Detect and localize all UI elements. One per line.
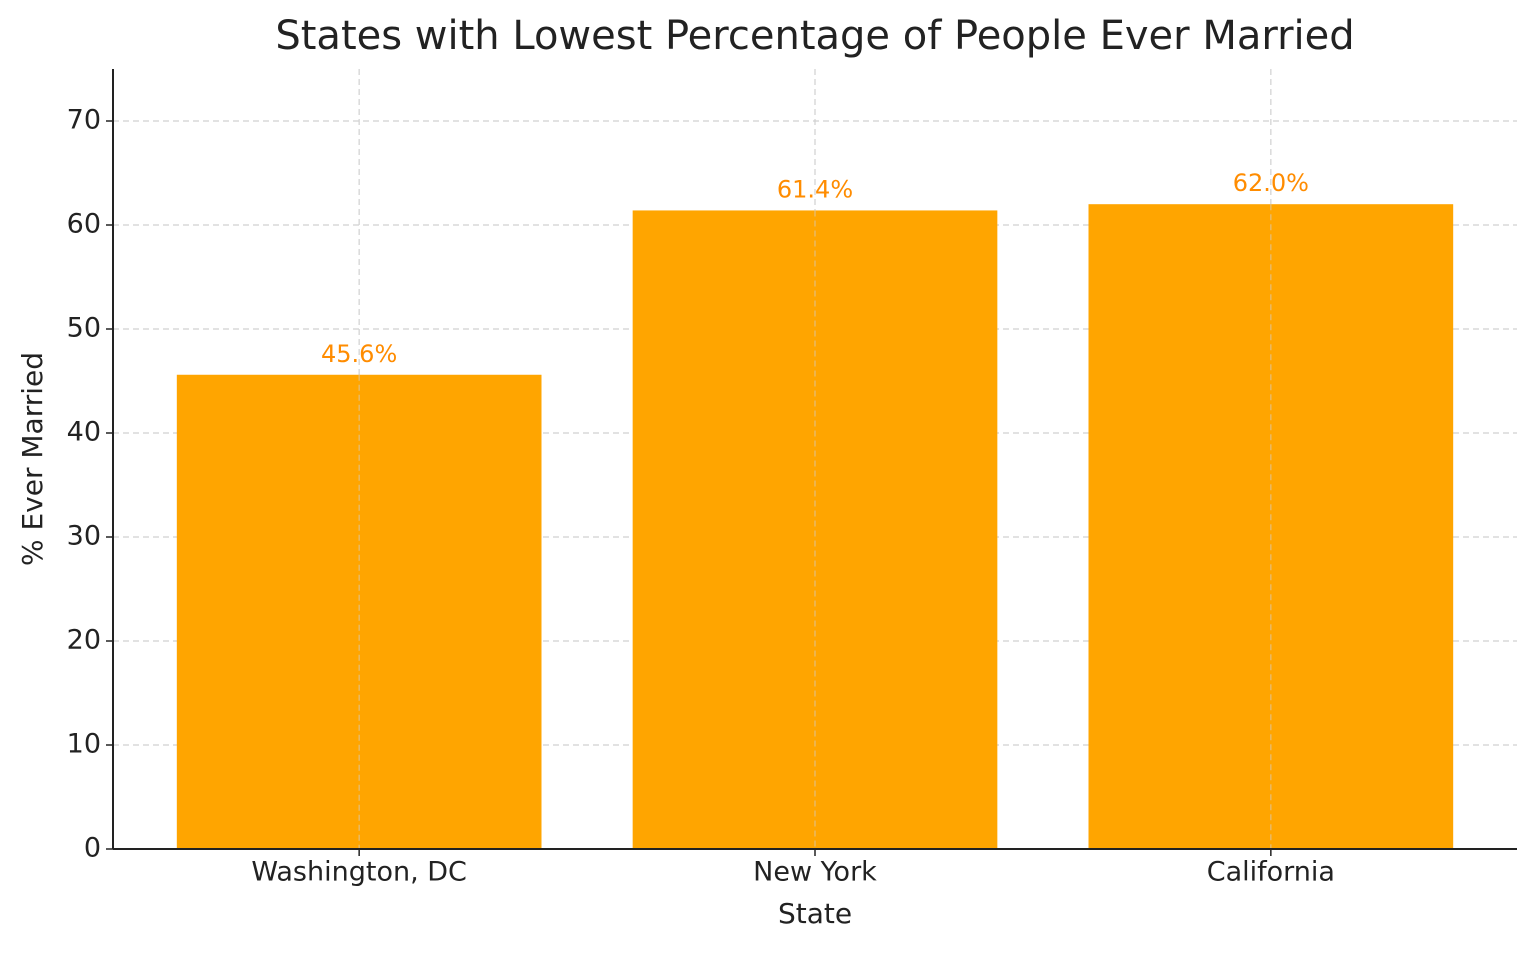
value-label: 61.4% — [777, 175, 853, 203]
y-tick-label: 20 — [67, 625, 101, 656]
y-tick-label: 10 — [67, 729, 101, 760]
y-tick-label: 30 — [67, 521, 101, 552]
chart-title: States with Lowest Percentage of People … — [275, 13, 1354, 59]
x-tick-label: California — [1207, 857, 1335, 888]
y-tick-label: 70 — [67, 105, 101, 136]
y-axis-label: % Ever Married — [16, 352, 49, 566]
x-tick-label: Washington, DC — [251, 857, 466, 888]
y-tick-label: 50 — [67, 313, 101, 344]
y-tick-label: 60 — [67, 209, 101, 240]
value-label: 62.0% — [1233, 169, 1309, 197]
x-tick-label: New York — [753, 857, 877, 888]
value-label: 45.6% — [321, 340, 397, 368]
y-tick-label: 40 — [67, 417, 101, 448]
x-axis-label: State — [778, 897, 852, 930]
y-tick-label: 0 — [84, 833, 101, 864]
